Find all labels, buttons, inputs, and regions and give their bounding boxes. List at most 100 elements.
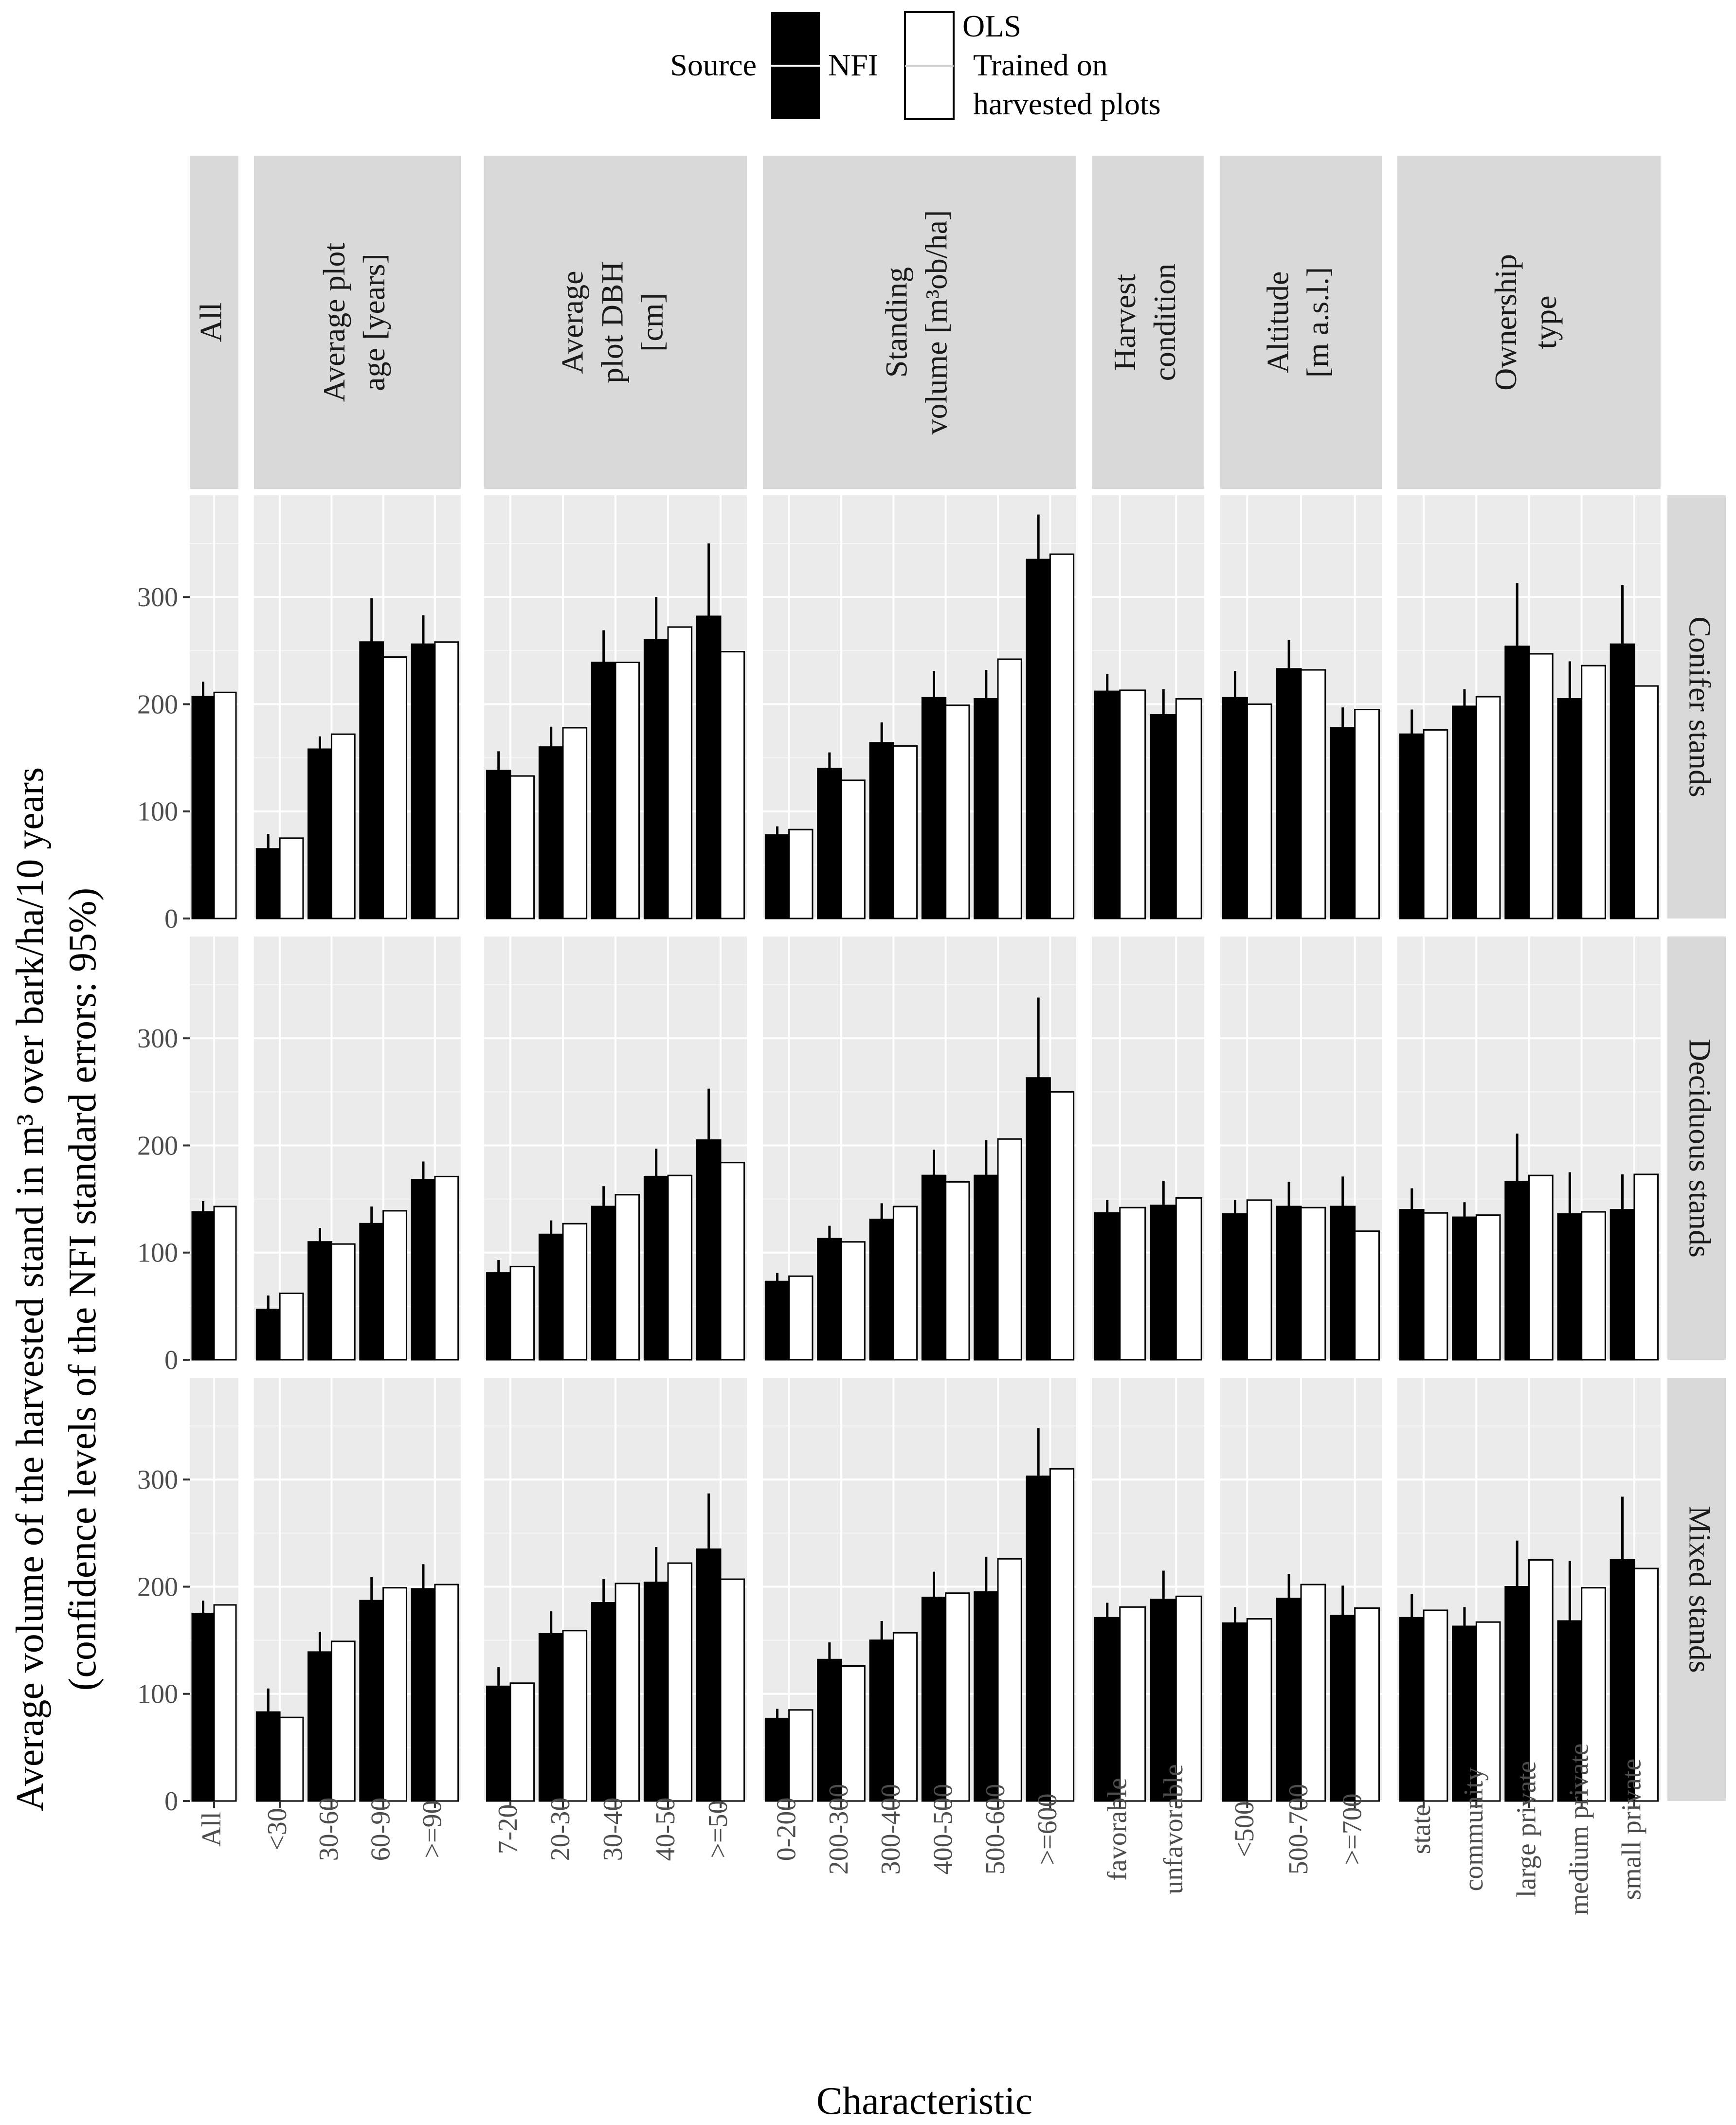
bar-ols-2-3-5 bbox=[1049, 1468, 1075, 1802]
x-tick-label-2-1: 20-30 bbox=[545, 1798, 576, 1861]
facet-strip-label-1-1: age [years] bbox=[357, 253, 391, 391]
y-tick-label-1-0: 0 bbox=[164, 1345, 178, 1375]
bar-ols-0-5-1 bbox=[1300, 669, 1326, 919]
bar-ols-2-5-2 bbox=[1354, 1607, 1380, 1802]
bar-ols-0-0-0 bbox=[213, 691, 237, 919]
bar-ols-0-2-1 bbox=[562, 727, 588, 919]
bar-nfi-2-1-3 bbox=[411, 1588, 436, 1802]
row-strip-2 bbox=[1667, 1378, 1726, 1801]
bar-nfi-0-3-5 bbox=[1026, 558, 1051, 919]
y-tick-label-0-100: 100 bbox=[137, 797, 178, 827]
bar-ols-1-2-0 bbox=[509, 1265, 535, 1361]
x-tick-label-1-0: <30 bbox=[262, 1808, 292, 1851]
bar-ols-1-3-3 bbox=[945, 1181, 970, 1361]
x-tick-label-5-0: <500 bbox=[1230, 1801, 1260, 1857]
bar-nfi-2-0-0 bbox=[191, 1613, 215, 1802]
bar-nfi-2-4-1 bbox=[1150, 1599, 1177, 1802]
bar-nfi-1-1-1 bbox=[307, 1241, 332, 1361]
bar-ols-0-1-3 bbox=[434, 641, 459, 919]
facet-strip-3 bbox=[763, 156, 1076, 489]
bar-ols-0-6-4 bbox=[1633, 685, 1659, 919]
facet-strip-label-5-0: Altitude bbox=[1261, 271, 1295, 374]
bar-ols-2-2-0 bbox=[509, 1682, 535, 1802]
bar-ols-1-6-1 bbox=[1475, 1214, 1501, 1361]
bar-nfi-2-4-0 bbox=[1094, 1617, 1121, 1802]
y-tick-label-1-200: 200 bbox=[137, 1131, 178, 1161]
facet-strip-label-1-0: Average plot bbox=[317, 243, 351, 402]
bar-ols-1-2-1 bbox=[562, 1223, 588, 1361]
y-tick-label-0-0: 0 bbox=[164, 904, 178, 934]
x-tick-label-5-1: 500-700 bbox=[1284, 1784, 1314, 1875]
facet-strip-label-6-1: type bbox=[1528, 295, 1563, 349]
facet-strip-6 bbox=[1397, 156, 1661, 489]
bar-nfi-1-4-0 bbox=[1094, 1212, 1121, 1361]
bar-nfi-0-1-2 bbox=[359, 641, 384, 919]
y-tick-label-1-100: 100 bbox=[137, 1238, 178, 1268]
bar-ols-2-3-2 bbox=[892, 1632, 918, 1802]
bar-ols-1-3-5 bbox=[1049, 1091, 1075, 1361]
bar-ols-2-6-2 bbox=[1528, 1559, 1554, 1802]
y-axis-title-line1: Average volume of the harvested stand in… bbox=[9, 767, 52, 1811]
bar-ols-2-4-0 bbox=[1119, 1606, 1146, 1802]
bar-ols-2-3-1 bbox=[840, 1665, 866, 1802]
bar-nfi-1-0-0 bbox=[191, 1211, 215, 1361]
bar-ols-2-6-3 bbox=[1581, 1587, 1606, 1802]
x-tick-label-1-1: 30-60 bbox=[314, 1798, 344, 1861]
bar-ols-1-6-4 bbox=[1633, 1173, 1659, 1361]
x-tick-label-1-2: 60-90 bbox=[365, 1798, 396, 1861]
bar-ols-1-1-3 bbox=[434, 1175, 459, 1361]
bar-nfi-0-2-1 bbox=[538, 746, 564, 919]
bar-nfi-2-1-1 bbox=[307, 1651, 332, 1802]
x-tick-label-3-3: 400-500 bbox=[928, 1784, 958, 1875]
bar-ols-0-1-1 bbox=[330, 733, 356, 919]
facet-strip-4 bbox=[1092, 156, 1204, 489]
facet-strip-label-6-0: Ownership bbox=[1488, 254, 1523, 391]
bar-nfi-0-3-3 bbox=[921, 697, 947, 919]
bar-nfi-1-3-2 bbox=[869, 1218, 894, 1361]
facet-strip-label-3-0: Standing bbox=[879, 267, 914, 378]
bar-ols-2-1-3 bbox=[434, 1584, 459, 1802]
bar-nfi-1-4-1 bbox=[1150, 1205, 1177, 1361]
x-tick-label-0-0: All bbox=[197, 1812, 227, 1847]
bar-ols-0-1-0 bbox=[279, 837, 304, 919]
facet-strip-5 bbox=[1220, 156, 1382, 489]
facet-strip-label-3-1: volume [m³ob/ha] bbox=[919, 210, 954, 435]
x-tick-label-2-3: 40-50 bbox=[651, 1798, 681, 1861]
legend-label-ols-line1: OLS bbox=[962, 9, 1021, 43]
bar-nfi-1-2-0 bbox=[486, 1272, 511, 1361]
bar-ols-0-2-3 bbox=[667, 626, 693, 919]
x-tick-label-4-1: unfavorable bbox=[1158, 1764, 1189, 1894]
bar-ols-0-4-1 bbox=[1175, 698, 1202, 919]
bar-ols-2-0-0 bbox=[213, 1604, 237, 1802]
facet-strip-label-2-0: Average bbox=[555, 271, 590, 374]
bar-nfi-0-4-0 bbox=[1094, 690, 1121, 919]
row-strip-label-1: Deciduous stands bbox=[1682, 1039, 1717, 1258]
bar-ols-0-1-2 bbox=[382, 656, 407, 919]
bar-nfi-2-6-0 bbox=[1399, 1617, 1425, 1802]
bar-nfi-0-1-3 bbox=[411, 643, 436, 919]
bar-ols-1-5-0 bbox=[1246, 1199, 1272, 1361]
bar-nfi-0-3-4 bbox=[974, 698, 999, 919]
x-tick-label-6-3: medium private bbox=[1564, 1743, 1594, 1915]
bar-nfi-0-3-2 bbox=[869, 742, 894, 919]
bar-nfi-0-5-2 bbox=[1330, 727, 1356, 919]
bar-ols-0-3-4 bbox=[997, 658, 1022, 919]
bar-ols-2-5-0 bbox=[1246, 1618, 1272, 1802]
x-tick-label-3-5: >=600 bbox=[1032, 1793, 1063, 1865]
bar-nfi-0-2-0 bbox=[486, 770, 511, 919]
bar-nfi-1-2-2 bbox=[591, 1206, 616, 1361]
x-tick-label-6-2: large private bbox=[1511, 1761, 1541, 1897]
bar-nfi-1-3-1 bbox=[817, 1238, 842, 1361]
y-tick-label-2-0: 0 bbox=[164, 1786, 178, 1817]
legend-title: Source bbox=[670, 48, 757, 82]
bar-nfi-2-6-2 bbox=[1504, 1585, 1530, 1802]
bar-nfi-0-3-0 bbox=[764, 834, 790, 919]
bar-ols-1-4-1 bbox=[1175, 1197, 1202, 1361]
y-axis-title-line2: (confidence levels of the NFI standard e… bbox=[61, 888, 104, 1691]
bar-nfi-2-3-1 bbox=[817, 1658, 842, 1802]
facet-strip-label-2-2: [cm] bbox=[635, 293, 669, 352]
facet-strip-label-2-1: plot DBH bbox=[595, 261, 630, 383]
bar-nfi-1-5-0 bbox=[1222, 1213, 1248, 1361]
bar-ols-1-1-1 bbox=[330, 1243, 356, 1361]
bar-nfi-2-1-2 bbox=[359, 1600, 384, 1802]
